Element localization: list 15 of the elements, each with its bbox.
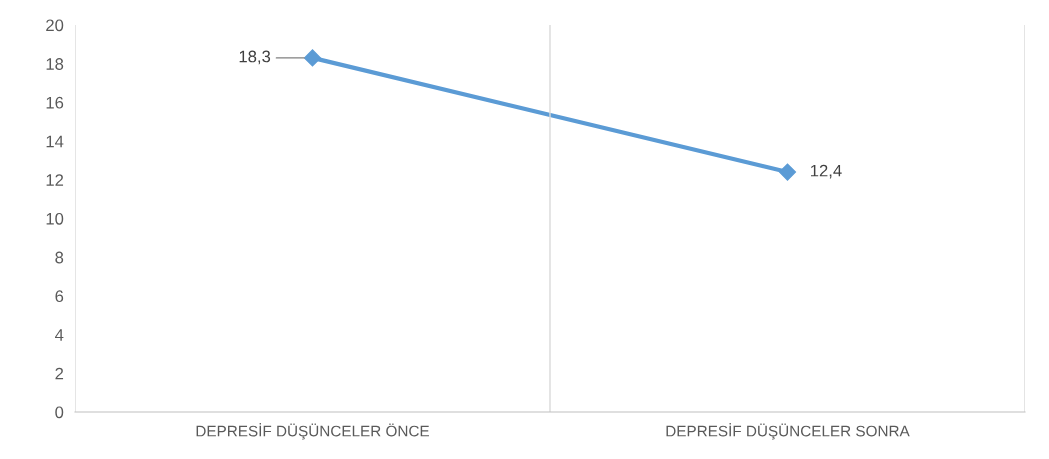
data-label: 18,3 (239, 50, 271, 65)
y-tick-label: 8 (55, 251, 64, 264)
x-tick-label: DEPRESİF DÜŞÜNCELER ÖNCE (196, 423, 429, 440)
y-tick-label: 20 (46, 19, 64, 32)
y-tick-label: 0 (55, 406, 64, 419)
y-tick-label: 12 (46, 174, 64, 186)
y-tick-label: 2 (55, 367, 64, 380)
y-tick-label: 6 (55, 290, 64, 303)
y-tick-label: 18 (46, 58, 64, 70)
y-tick-label: 10 (46, 212, 64, 225)
x-tick-label: DEPRESİF DÜŞÜNCELER SONRA (666, 423, 910, 440)
y-tick-label: 16 (46, 96, 64, 109)
y-tick-label: 4 (55, 329, 64, 341)
y-tick-label: 14 (46, 135, 64, 148)
data-label: 12,4 (810, 164, 842, 179)
